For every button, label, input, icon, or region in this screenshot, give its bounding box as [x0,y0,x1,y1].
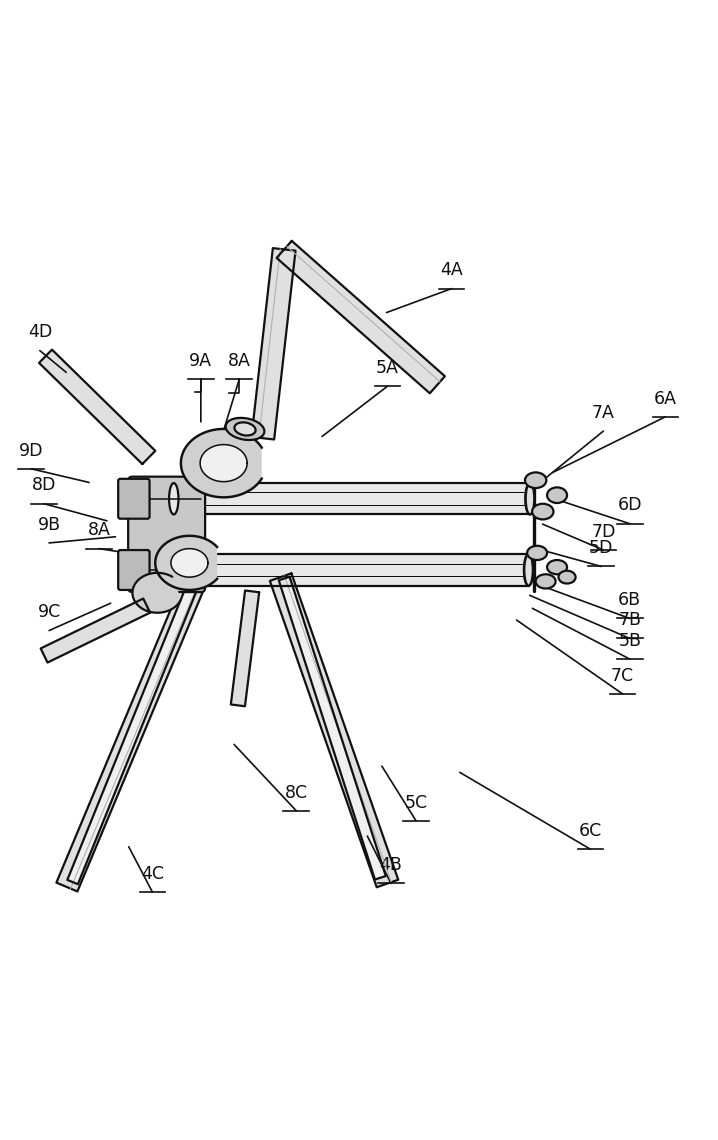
FancyBboxPatch shape [118,479,149,519]
Polygon shape [132,573,181,612]
Text: 9C: 9C [37,603,61,621]
Text: 5C: 5C [404,793,427,812]
Text: 6B: 6B [618,592,641,609]
Text: 7C: 7C [611,667,634,685]
Text: 7D: 7D [591,523,615,540]
Text: 7B: 7B [618,611,641,629]
Text: 6D: 6D [617,496,642,514]
Polygon shape [41,598,150,662]
Ellipse shape [234,422,256,435]
Polygon shape [279,577,386,880]
Text: 4A: 4A [440,261,463,279]
Text: 5B: 5B [618,632,641,650]
Polygon shape [171,548,208,577]
Ellipse shape [157,554,166,586]
Polygon shape [155,536,217,589]
Ellipse shape [526,483,535,514]
Text: 4B: 4B [380,856,403,874]
Ellipse shape [524,554,533,586]
Text: 8A: 8A [88,521,111,539]
Ellipse shape [547,488,567,503]
Text: 5A: 5A [376,359,399,377]
Polygon shape [276,241,445,393]
Polygon shape [200,445,247,482]
Polygon shape [251,249,296,440]
Ellipse shape [525,472,546,488]
Polygon shape [230,591,259,707]
Text: 8C: 8C [285,783,308,801]
Ellipse shape [225,418,264,440]
Ellipse shape [547,560,567,575]
Polygon shape [39,350,155,464]
Text: 9B: 9B [37,515,60,534]
Text: 5D: 5D [589,539,613,557]
Ellipse shape [526,483,534,514]
Ellipse shape [559,571,576,584]
FancyBboxPatch shape [118,551,149,589]
Text: 6C: 6C [579,822,602,840]
Text: 6A: 6A [654,390,677,408]
Ellipse shape [532,504,554,520]
Text: 8D: 8D [32,477,56,495]
Ellipse shape [524,554,533,586]
Polygon shape [174,483,530,514]
Text: 4D: 4D [28,324,52,341]
Polygon shape [67,580,199,885]
Text: 8A: 8A [228,352,251,369]
Ellipse shape [169,483,179,514]
Text: 4C: 4C [141,865,164,882]
Polygon shape [181,429,262,497]
Text: 7A: 7A [592,404,615,422]
Text: 9D: 9D [19,441,44,459]
FancyBboxPatch shape [129,477,205,592]
Polygon shape [270,573,398,887]
Text: 9A: 9A [190,352,213,369]
Polygon shape [57,577,205,891]
Ellipse shape [536,575,556,588]
Polygon shape [161,554,528,586]
Ellipse shape [527,546,547,560]
